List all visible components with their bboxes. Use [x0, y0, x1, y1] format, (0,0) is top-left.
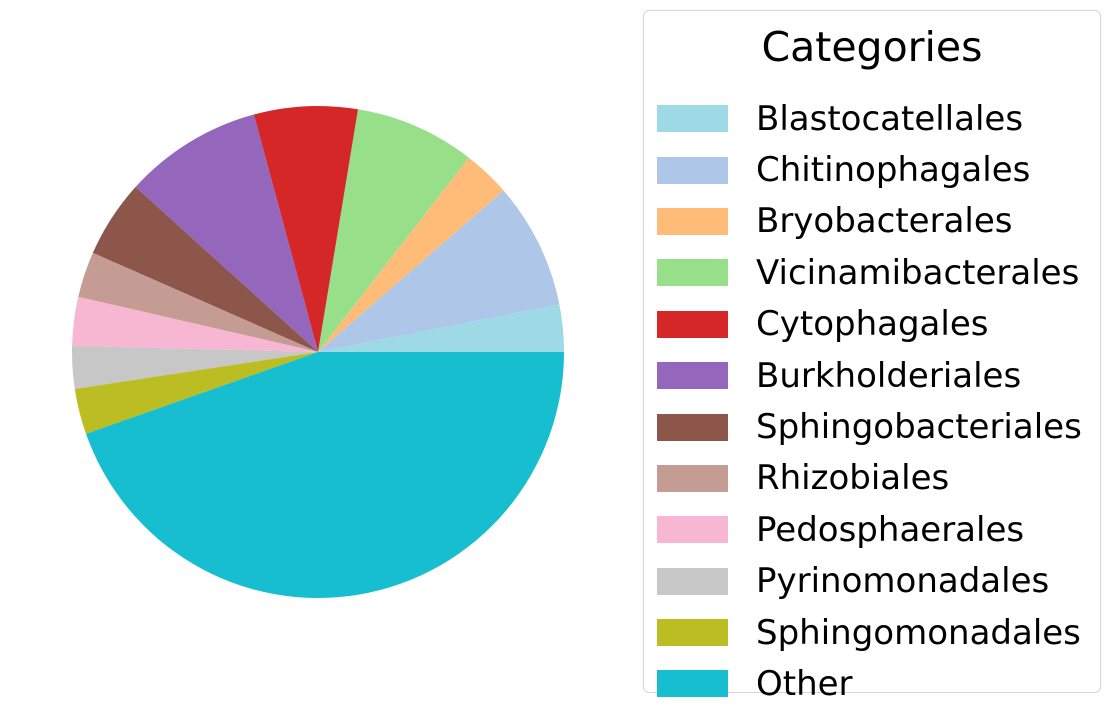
- pie-slice-chitinophagales: [318, 190, 560, 352]
- legend-label: Other: [756, 663, 853, 704]
- legend-item: Chitinophagales: [657, 144, 1082, 195]
- legend-item: Other: [657, 658, 1082, 709]
- legend-label: Sphingobacteriales: [756, 407, 1082, 448]
- legend-label: Vicinamibacterales: [756, 252, 1080, 293]
- legend-item: Blastocatellales: [657, 93, 1082, 144]
- legend-label: Sphingomonadales: [756, 612, 1081, 653]
- legend-item: Pyrinomonadales: [657, 556, 1082, 607]
- pie-slice-sphingomonadales: [74, 352, 318, 434]
- pie-slice-rhizobiales: [78, 252, 319, 352]
- legend-item: Burkholderiales: [657, 350, 1082, 401]
- legend-item: Bryobacterales: [657, 196, 1082, 247]
- pie-slice-pedosphaerales: [72, 296, 318, 352]
- legend-item: Sphingomonadales: [657, 607, 1082, 658]
- legend-swatch: [657, 464, 728, 492]
- pie-slice-cytophagales: [253, 106, 359, 353]
- legend-swatch: [657, 619, 728, 647]
- legend-label: Pedosphaerales: [756, 509, 1025, 550]
- legend-swatch: [657, 567, 728, 595]
- legend-swatch: [657, 516, 728, 544]
- pie-slice-bryobacterales: [318, 157, 504, 352]
- pie-slice-vicinamibacterales: [318, 109, 469, 352]
- legend-swatch: [657, 259, 728, 287]
- legend: Categories Blastocatellales Chitinophagal…: [643, 10, 1101, 701]
- pie-chart: [72, 106, 565, 599]
- pie-slice-blastocatellales: [318, 304, 564, 352]
- legend-swatch: [657, 207, 728, 235]
- legend-item: Vicinamibacterales: [657, 247, 1082, 298]
- pie-slice-sphingobacteriales: [92, 187, 318, 352]
- legend-swatch: [657, 105, 728, 133]
- pie-slice-burkholderiales: [135, 114, 318, 353]
- legend-label: Blastocatellales: [756, 98, 1024, 139]
- legend-item: Rhizobiales: [657, 453, 1082, 504]
- legend-swatch: [657, 670, 728, 698]
- legend-label: Cytophagales: [756, 304, 989, 345]
- legend-swatch: [657, 156, 728, 184]
- legend-label: Pyrinomonadales: [756, 561, 1050, 602]
- pie-slice-other: [86, 352, 565, 599]
- legend-swatch: [657, 310, 728, 338]
- legend-swatch: [657, 413, 728, 441]
- legend-item: Pedosphaerales: [657, 504, 1082, 555]
- legend-title: Categories: [761, 23, 983, 71]
- legend-label: Bryobacterales: [756, 201, 1013, 242]
- pie-slice-pyrinomonadales: [72, 345, 319, 389]
- legend-item: Cytophagales: [657, 299, 1082, 350]
- legend-swatch: [657, 362, 728, 390]
- legend-label: Burkholderiales: [756, 355, 1022, 396]
- legend-label: Chitinophagales: [756, 150, 1031, 191]
- legend-list: Blastocatellales Chitinophagales Bryobacte…: [657, 93, 1082, 710]
- legend-item: Sphingobacteriales: [657, 401, 1082, 452]
- legend-label: Rhizobiales: [756, 458, 950, 499]
